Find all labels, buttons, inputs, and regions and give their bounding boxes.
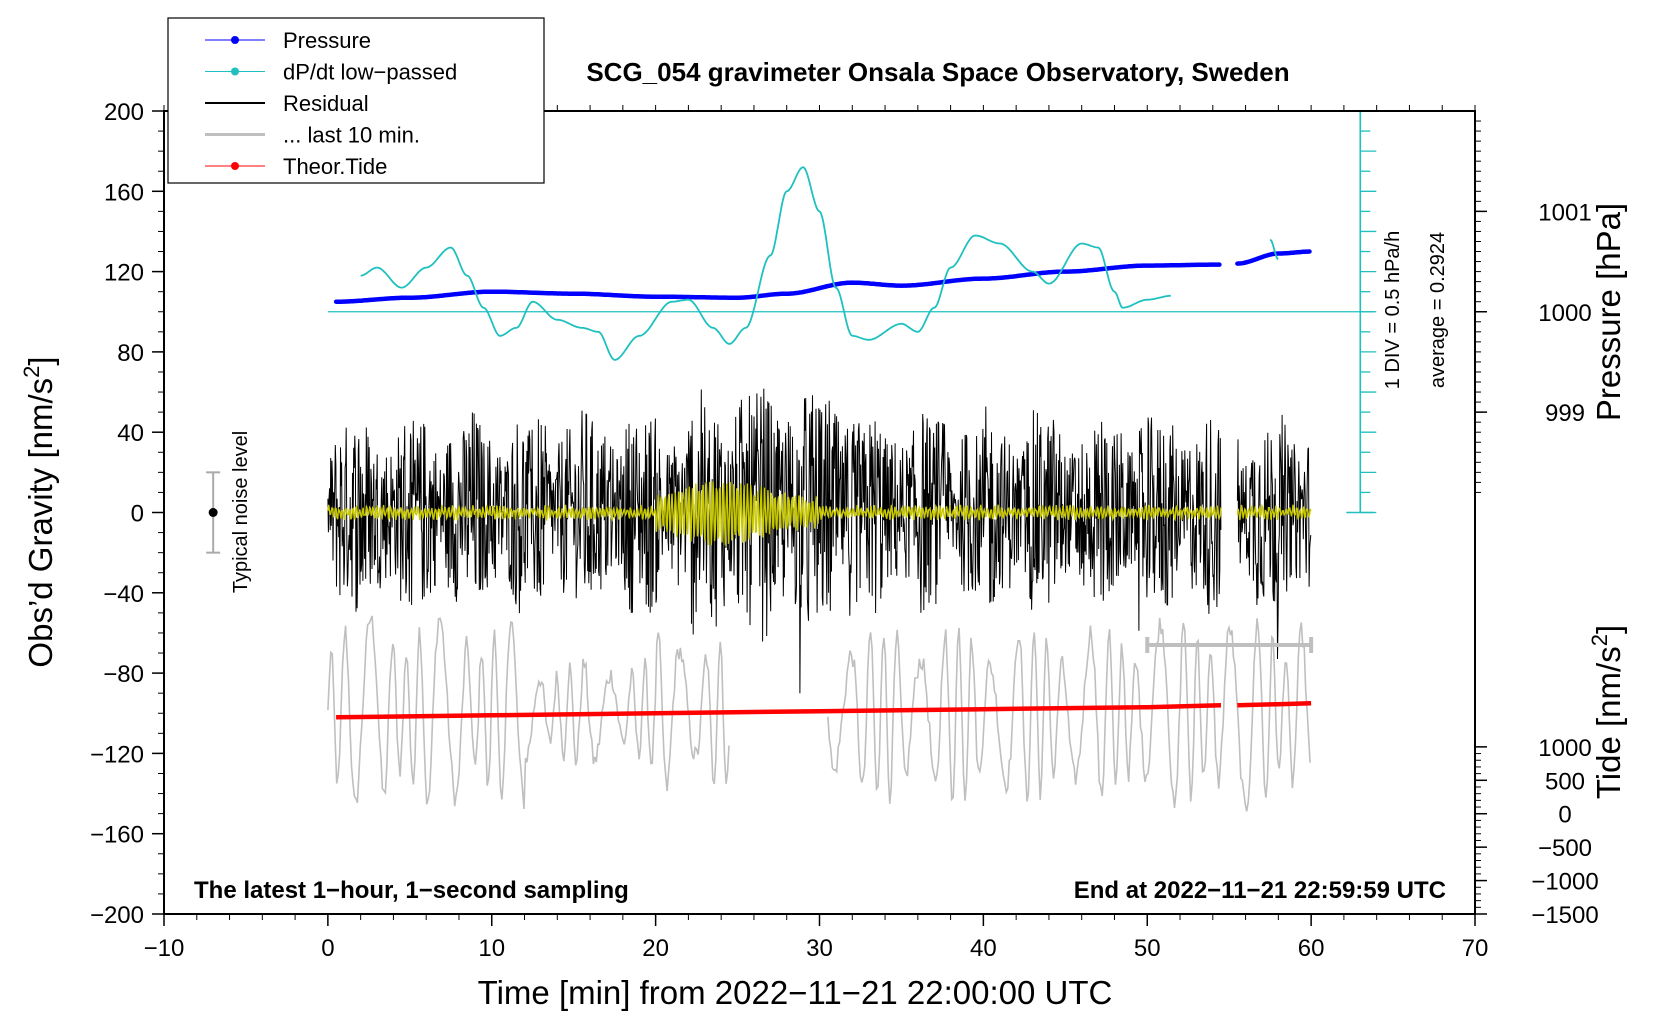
pressure-tick-label: 1000 [1538, 300, 1591, 327]
tide-tick-label: −500 [1538, 835, 1592, 862]
tide-tick-label: 500 [1545, 768, 1585, 795]
chart-title: SCG_054 gravimeter Onsala Space Observat… [586, 57, 1289, 87]
y-axis-label-gravity: Obs’d Gravity [nm/s2] [19, 356, 59, 667]
dpdt-line-0 [360, 166, 1171, 361]
y-tick-label: −200 [90, 902, 144, 929]
noise-level-label: Typical noise level [230, 431, 252, 593]
pressure-line-0 [333, 262, 1222, 304]
y-axis-label-tide: Tide [nm/s2] [1587, 625, 1627, 799]
dpdt-scale-label-div: 1 DIV = 0.5 hPa/h [1382, 231, 1404, 389]
tide-tick-label: −1500 [1531, 902, 1598, 929]
x-tick-label: −10 [144, 935, 185, 962]
y-tick-label: −120 [90, 741, 144, 768]
x-axis-label: Time [min] from 2022−11−21 22:00:00 UTC [478, 974, 1113, 1011]
series-layer [327, 166, 1312, 812]
noise-bar-center [208, 508, 218, 517]
series-residual-filtered [327, 481, 1312, 546]
residual-trace-0 [327, 388, 1222, 694]
legend-entry: Residual [205, 91, 369, 116]
dpdt-line-1 [1269, 238, 1279, 260]
pressure-tick-label: 1001 [1538, 199, 1591, 226]
y-tick-label: −160 [90, 822, 144, 849]
x-tick-label: 10 [478, 935, 505, 962]
theor-tide-line-0 [336, 702, 1222, 720]
x-tick-label: 40 [970, 935, 997, 962]
x-tick-label: 50 [1134, 935, 1161, 962]
series-theor-tide [336, 700, 1312, 720]
dpdt-scale-label-avg: average = 0.2924 [1427, 232, 1449, 388]
x-tick-label: 70 [1462, 935, 1489, 962]
residual-trace-1 [1236, 414, 1312, 660]
last-10-min-bar [1145, 636, 1314, 653]
legend-label: dP/dt low−passed [283, 60, 457, 85]
tide-tick-label: 0 [1558, 802, 1571, 829]
series-dpdt [360, 166, 1279, 361]
tide-tick-label: 1000 [1538, 735, 1591, 762]
x-tick-label: 20 [642, 935, 669, 962]
legend-swatch-marker [231, 162, 239, 170]
legend-swatch-marker [231, 36, 239, 44]
noise-level-bar [206, 471, 221, 554]
y-tick-label: 80 [117, 340, 144, 367]
pressure-tick-label: 999 [1545, 400, 1585, 427]
tide-tick-label: −1000 [1531, 869, 1598, 896]
legend-box [167, 17, 545, 184]
y-tick-label: −40 [103, 581, 144, 608]
legend-label: ... last 10 min. [283, 123, 420, 148]
annotation-bottom-right: End at 2022−11−21 22:59:59 UTC [1074, 877, 1446, 904]
series-last-10-min [327, 615, 1311, 812]
legend-label: Pressure [283, 28, 371, 53]
axes: −10 0 10 20 30 40 50 60 70 −200 −160 −120 −80 −40 0 40 8… [90, 99, 1599, 962]
y-tick-label: 160 [104, 179, 144, 206]
y-tick-label: 120 [104, 260, 144, 287]
legend-entry: Theor.Tide [205, 154, 387, 179]
legend-label: Residual [283, 91, 369, 116]
pressure-line-1 [1235, 249, 1312, 266]
y-tick-label: −80 [103, 661, 144, 688]
series-pressure [333, 249, 1312, 304]
residual-filtered-trace-0 [327, 481, 1222, 546]
legend-swatch-marker [231, 67, 239, 76]
dpdt-scale [206, 110, 1377, 653]
last-10-min-trace [327, 615, 1311, 812]
legend-entry: ... last 10 min. [205, 123, 420, 148]
theor-tide-line-1 [1237, 700, 1312, 708]
legend-entry: Pressure [205, 28, 371, 53]
y-tick-label: 40 [117, 420, 144, 447]
annotation-bottom-left: The latest 1−hour, 1−second sampling [194, 877, 629, 904]
y-tick-label: 200 [104, 99, 144, 126]
y-axis-label-pressure: Pressure [hPa] [1590, 203, 1627, 421]
x-tick-label: 30 [806, 935, 833, 962]
y-tick-label: 0 [131, 501, 144, 528]
residual-filtered-trace-1 [1236, 503, 1312, 521]
legend-label: Theor.Tide [283, 154, 387, 179]
x-tick-label: 60 [1298, 935, 1325, 962]
legend: Pressure dP/dt low−passed Residual ... last… [167, 17, 545, 184]
x-tick-label: 0 [321, 935, 334, 962]
legend-entry: dP/dt low−passed [205, 60, 457, 85]
